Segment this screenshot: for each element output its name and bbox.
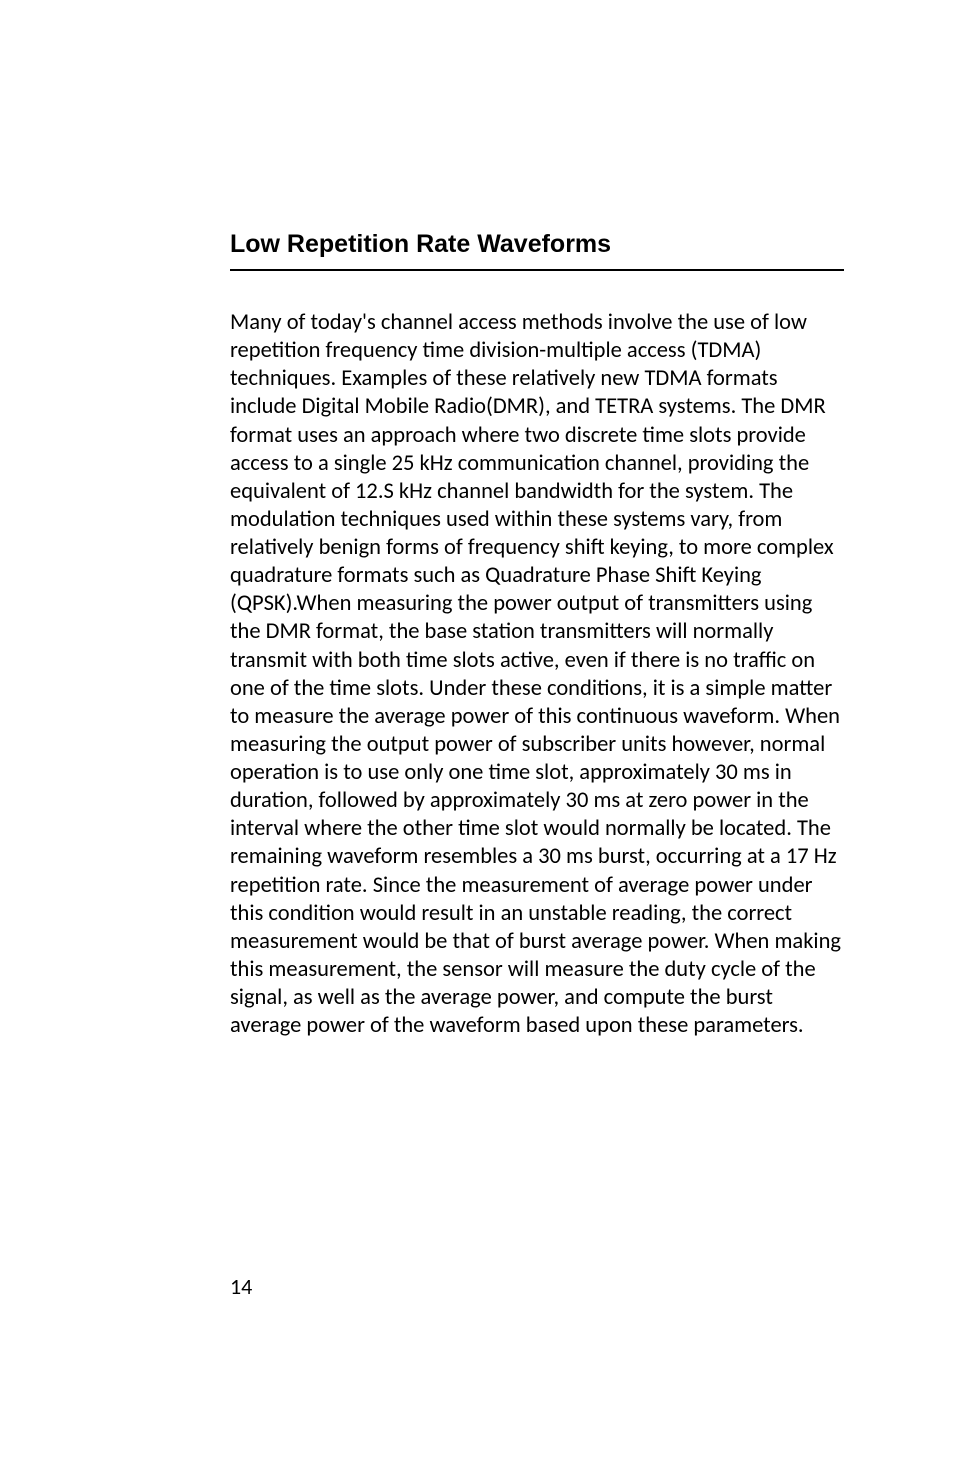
section-heading: Low Repetition Rate Waveforms (230, 230, 844, 271)
page-number: 14 (230, 1273, 252, 1300)
body-paragraph: Many of today's channel access methods i… (230, 309, 844, 1040)
document-page: Low Repetition Rate Waveforms Many of to… (0, 0, 954, 1475)
